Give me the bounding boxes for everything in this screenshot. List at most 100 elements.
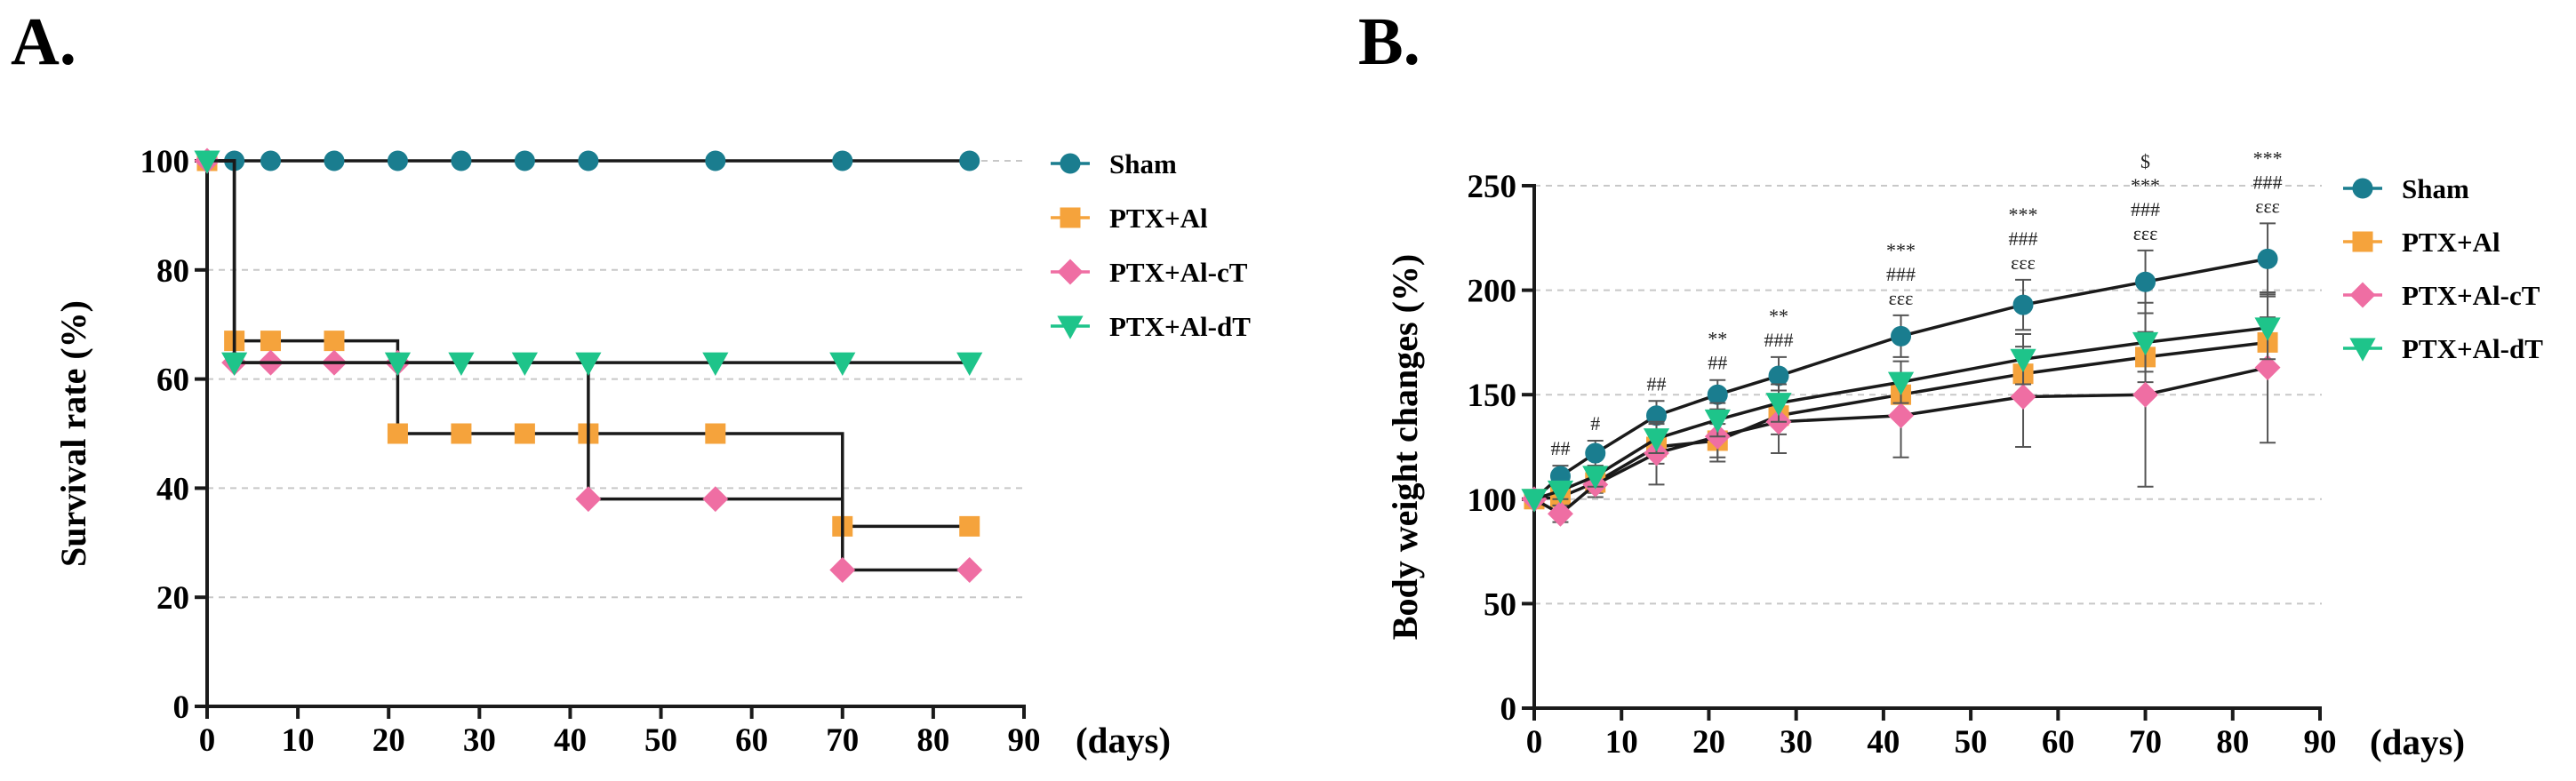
legend-label-sham: Sham bbox=[2402, 173, 2469, 204]
legend-label-ptx-al-ct: PTX+Al-cT bbox=[2402, 280, 2540, 311]
point-ptx-al-dt bbox=[1704, 409, 1731, 434]
point-sham bbox=[705, 150, 726, 171]
significance-mark: ** bbox=[1769, 305, 1788, 327]
body-weight-chart: 0 50 100 150 200 250 0 10 20 30 40 50 60 70 80 90 (days)… bbox=[1385, 147, 2543, 762]
significance-mark: εεε bbox=[2133, 222, 2158, 244]
y-tick-label: 50 bbox=[1484, 586, 1516, 623]
significance-mark: εεε bbox=[2255, 195, 2280, 217]
x-tick-label: 0 bbox=[199, 722, 216, 759]
point-ptx-al-dt bbox=[1582, 466, 1609, 490]
point-sham bbox=[514, 150, 535, 171]
point-ptx-al-dt bbox=[1765, 393, 1792, 417]
x-tick-label: 70 bbox=[2129, 724, 2162, 761]
x-tick-label: 0 bbox=[1526, 724, 1543, 761]
point-ptx-al-dt bbox=[829, 352, 856, 376]
y-tick-label: 250 bbox=[1468, 169, 1517, 205]
x-tick-label: 40 bbox=[554, 722, 587, 759]
legend-marker-ptx-al-ct bbox=[1057, 259, 1084, 285]
point-ptx-al-dt bbox=[1643, 428, 1670, 452]
point-ptx-al-ct bbox=[2010, 384, 2036, 410]
point-ptx-al-dt bbox=[2132, 331, 2159, 356]
y-tick-label: 150 bbox=[1468, 378, 1517, 414]
x-tick-label: 70 bbox=[826, 722, 859, 759]
point-ptx-al-ct bbox=[2254, 355, 2281, 381]
point-ptx-al bbox=[324, 331, 345, 352]
legend-label-ptx-al: PTX+Al bbox=[2402, 227, 2500, 258]
y-tick-label: 60 bbox=[156, 363, 189, 399]
x-tick-label: 90 bbox=[2304, 724, 2337, 761]
point-ptx-al-dt bbox=[2254, 317, 2281, 341]
x-axis-title: (days) bbox=[2370, 721, 2465, 762]
point-ptx-al-dt bbox=[1887, 371, 1915, 395]
legend-label-ptx-al-dt: PTX+Al-dT bbox=[1109, 311, 1251, 342]
point-sham bbox=[2257, 248, 2278, 269]
point-sham bbox=[2135, 271, 2156, 292]
point-ptx-al bbox=[451, 423, 472, 444]
x-tick-label: 40 bbox=[1867, 724, 1900, 761]
significance-mark: ### bbox=[2009, 227, 2038, 250]
legend-marker-ptx-al-dt bbox=[1057, 315, 1084, 339]
significance-mark: *** bbox=[2131, 174, 2160, 196]
y-axis-title: Body weight changes (%) bbox=[1385, 254, 1425, 640]
series-line-ptx-al-ct bbox=[1533, 365, 2268, 516]
point-sham bbox=[959, 150, 980, 171]
x-tick-label: 60 bbox=[2042, 724, 2075, 761]
significance-mark: ### bbox=[2131, 198, 2160, 220]
point-ptx-al-dt bbox=[384, 352, 412, 376]
series-line-ptx-al-dt bbox=[207, 159, 970, 364]
point-ptx-al-ct bbox=[702, 486, 729, 513]
significance-mark: ### bbox=[1886, 263, 1916, 285]
legend-marker-sham bbox=[2352, 178, 2373, 199]
point-ptx-al-ct bbox=[829, 557, 856, 583]
significance-mark: *** bbox=[1886, 239, 1916, 261]
point-ptx-al-ct bbox=[1548, 500, 1573, 527]
x-tick-label: 10 bbox=[282, 722, 315, 759]
point-ptx-al-dt bbox=[1521, 489, 1548, 513]
x-tick-label: 20 bbox=[372, 722, 405, 759]
point-ptx-al-dt bbox=[221, 352, 248, 376]
significance-mark: $ bbox=[2140, 150, 2150, 172]
point-ptx-al-dt bbox=[2010, 348, 2036, 372]
panel-b-letter: B. bbox=[1358, 4, 1420, 79]
point-ptx-al bbox=[514, 423, 535, 444]
y-tick-label: 100 bbox=[1468, 482, 1517, 519]
legend-marker-ptx-al bbox=[1060, 207, 1081, 228]
significance-mark: # bbox=[1590, 412, 1600, 434]
y-tick-label: 20 bbox=[156, 580, 189, 617]
point-ptx-al-ct bbox=[1888, 402, 1914, 429]
significance-mark: εεε bbox=[2011, 251, 2036, 274]
x-tick-label: 80 bbox=[916, 722, 949, 759]
point-sham bbox=[324, 150, 345, 171]
x-tick-label: 90 bbox=[1008, 722, 1041, 759]
significance-mark: ## bbox=[1550, 437, 1570, 459]
significance-mark: ### bbox=[1764, 329, 1794, 351]
point-sham bbox=[578, 150, 599, 171]
significance-mark: ** bbox=[1708, 328, 1727, 350]
series-line-ptx-al-dt bbox=[1533, 326, 2268, 501]
point-ptx-al-ct bbox=[956, 557, 983, 583]
y-tick-label: 0 bbox=[173, 689, 190, 726]
significance-mark: ### bbox=[2253, 171, 2283, 193]
x-axis-title: (days) bbox=[1076, 720, 1171, 761]
panel-a-letter: A. bbox=[11, 4, 76, 79]
point-ptx-al-dt bbox=[511, 352, 538, 376]
point-ptx-al bbox=[387, 423, 408, 444]
point-sham bbox=[832, 150, 853, 171]
survival-chart: 0 20 40 60 80 100 0 10 20 30 40 50 60 70 80 90 (days) Sur… bbox=[53, 144, 1251, 761]
point-sham bbox=[1585, 442, 1606, 464]
y-tick-label: 40 bbox=[156, 471, 189, 507]
significance-mark: *** bbox=[2009, 203, 2038, 226]
significance-mark: ## bbox=[1647, 372, 1667, 394]
x-tick-label: 10 bbox=[1605, 724, 1638, 761]
legend-label-ptx-al-ct: PTX+Al-cT bbox=[1109, 257, 1248, 288]
legend-label-ptx-al: PTX+Al bbox=[1109, 203, 1208, 234]
point-ptx-al-dt bbox=[194, 150, 220, 174]
point-sham bbox=[451, 150, 472, 171]
y-tick-label: 0 bbox=[1500, 691, 1517, 728]
point-ptx-al-ct bbox=[575, 486, 602, 513]
point-sham bbox=[260, 150, 281, 171]
x-tick-label: 60 bbox=[735, 722, 768, 759]
point-sham bbox=[1768, 365, 1789, 387]
series-line-sham bbox=[1532, 257, 2268, 501]
